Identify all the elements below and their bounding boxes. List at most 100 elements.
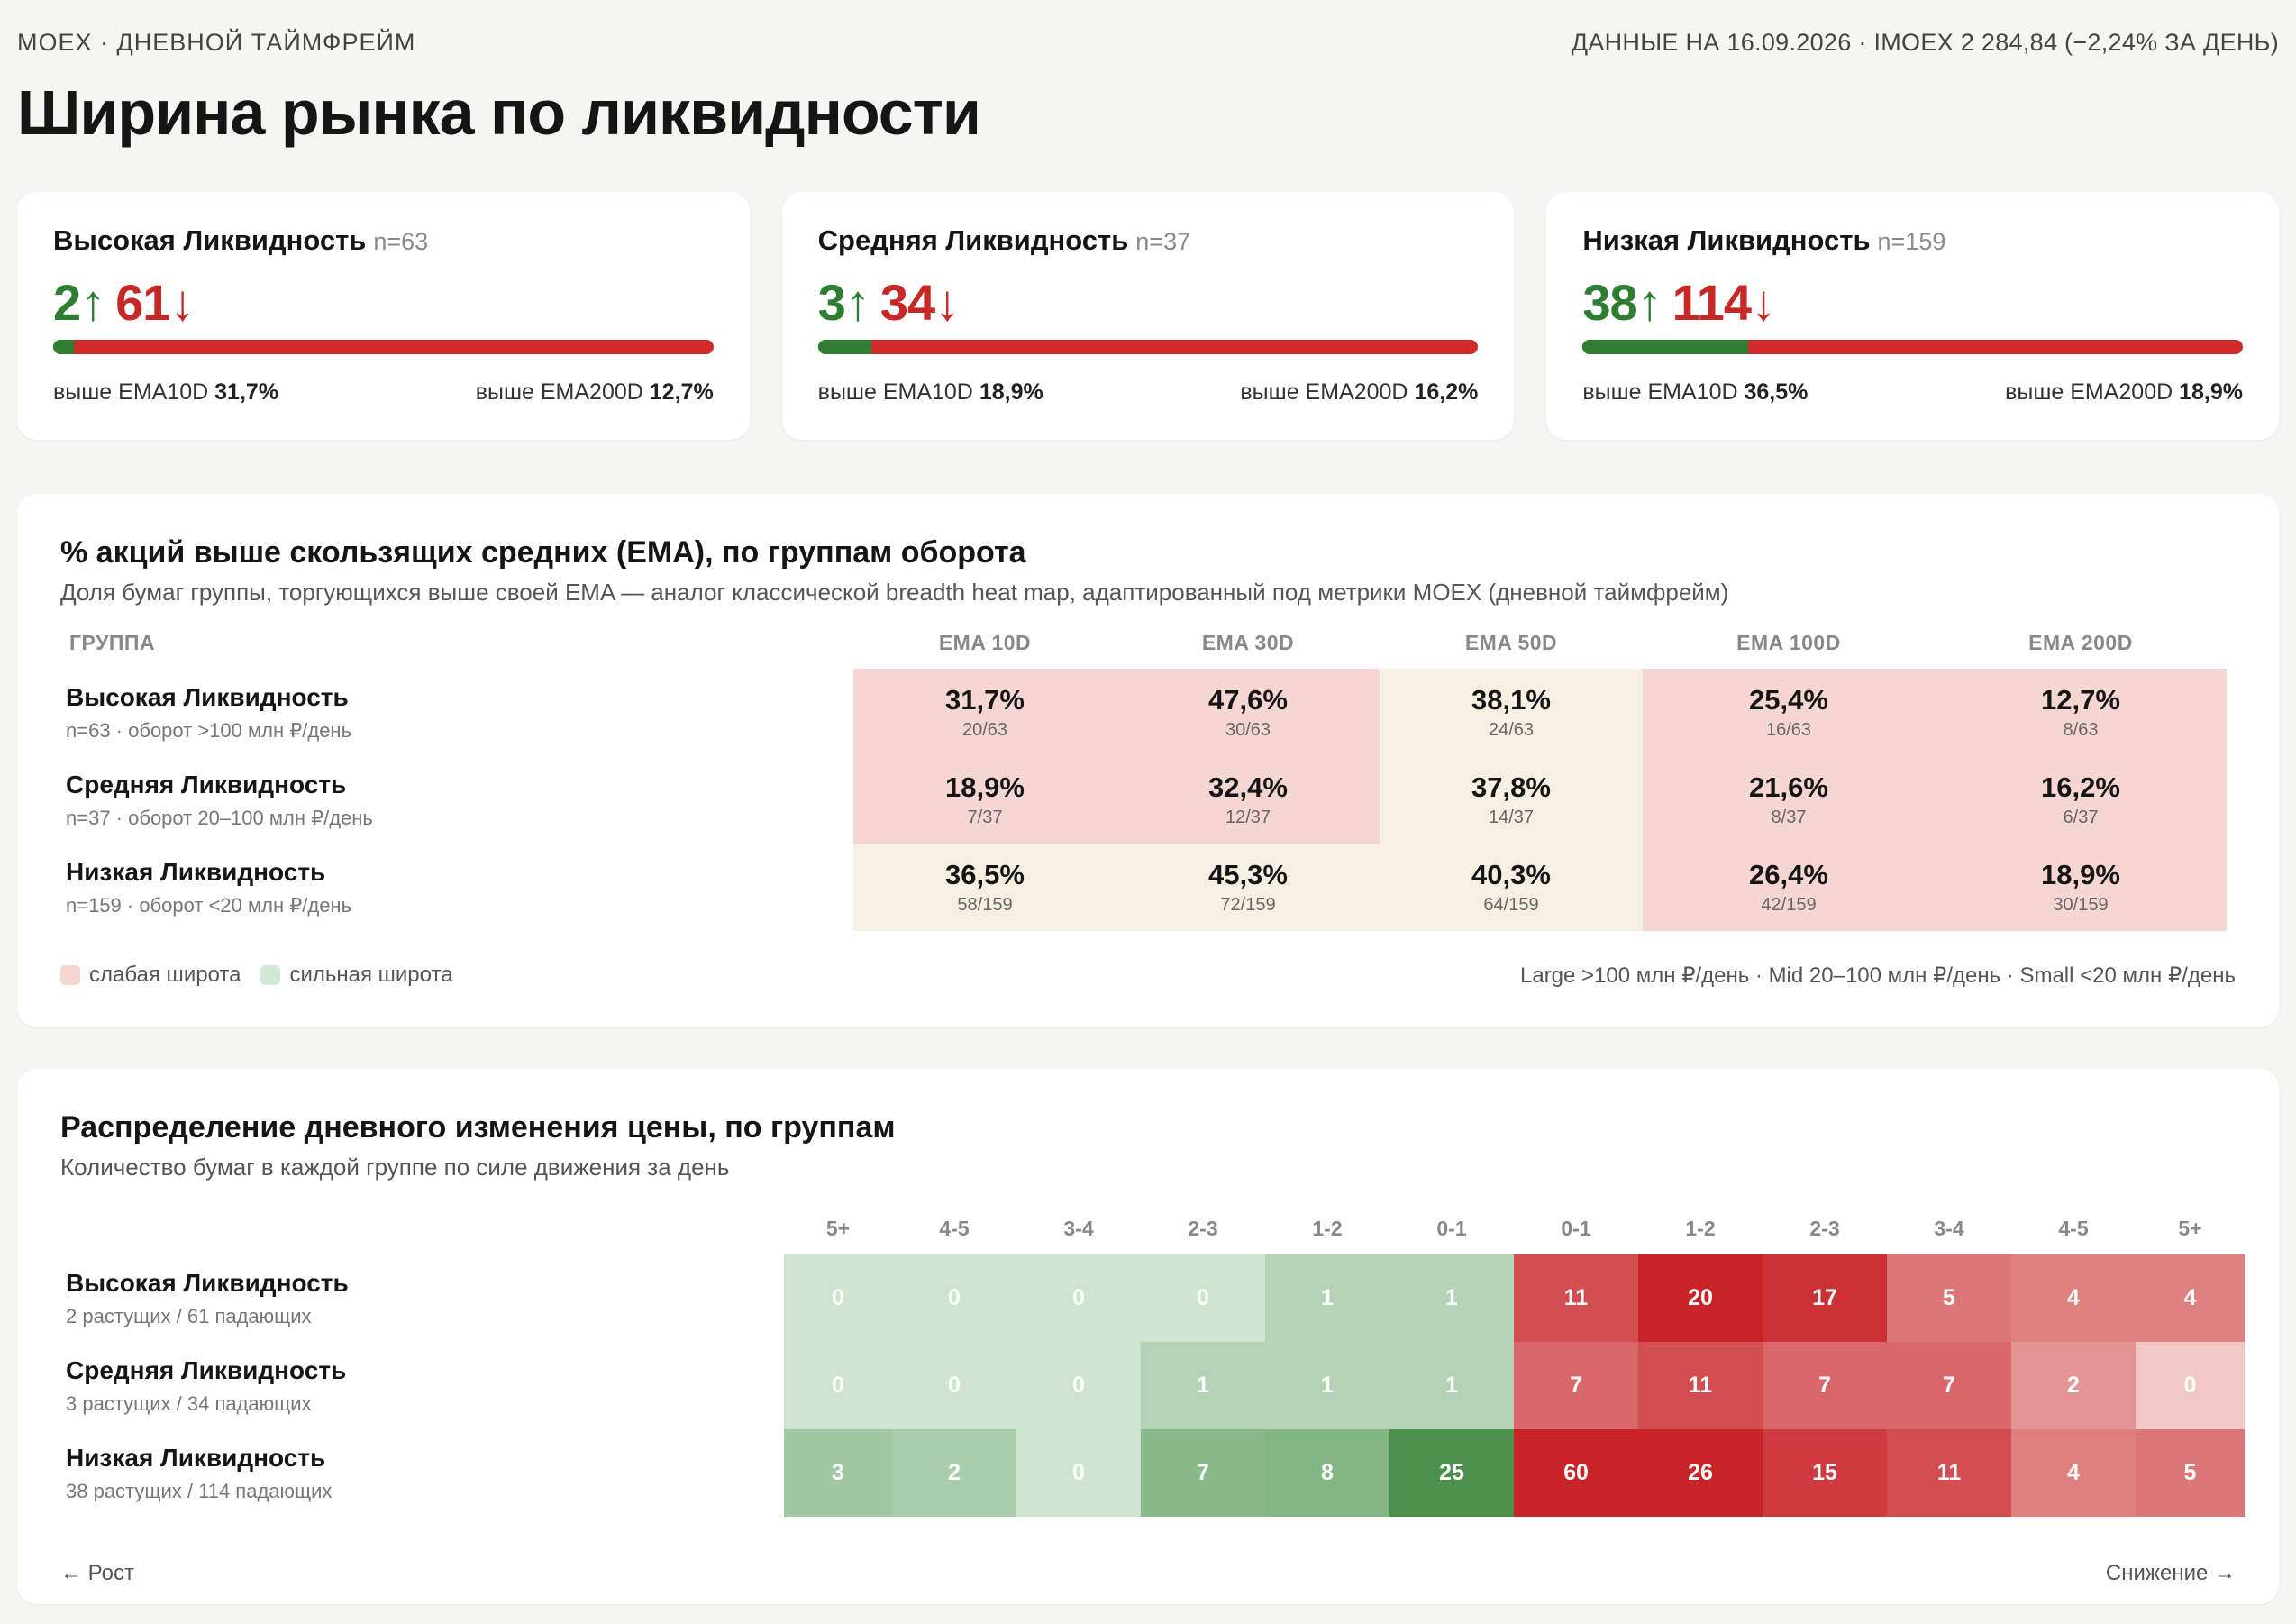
row-group-meta: 2 растущих / 61 падающих	[66, 1305, 312, 1327]
ema-cell-fraction: 8/37	[1771, 807, 1807, 827]
ema-column-header: EMA 100D	[1736, 631, 1841, 654]
ema-legend: слабая широта сильная широта	[60, 963, 473, 988]
row-group-name: Средняя Ликвидность	[66, 771, 347, 798]
group-column-header: ГРУППА	[69, 631, 156, 654]
ema-cell-percent: 47,6%	[1208, 684, 1288, 716]
advance-decline-bar	[1582, 340, 2244, 354]
ema-panel-subtitle: Доля бумаг группы, торгующихся выше свое…	[60, 579, 1729, 606]
distribution-cell: 1	[1265, 1254, 1389, 1342]
legend-weak-swatch	[60, 965, 80, 985]
summary-card-mid: Средняя Ликвидность n=37 3↑ 34↓ выше EMA10…	[781, 192, 1515, 440]
ema-cell-percent: 32,4%	[1208, 771, 1288, 803]
summary-card-high: Высокая Ликвидность n=63 2↑ 61↓ выше EMA10…	[17, 192, 750, 440]
bin-header: 2-3	[1188, 1217, 1218, 1240]
distribution-cell: 25	[1389, 1429, 1514, 1517]
row-label: Низкая Ликвидность 38 растущих / 114 пада…	[66, 1444, 332, 1503]
ema-header-row: ГРУППА EMA 10D EMA 30D EMA 50D EMA 100D EMA …	[60, 631, 2245, 669]
ema10-stat: выше EMA10D 31,7%	[53, 379, 278, 406]
data-date-info: ДАННЫЕ НА 16.09.2026 · IMOEX 2 284,84 (−…	[1571, 29, 2279, 56]
card-title: Высокая Ликвидность n=63	[53, 224, 714, 257]
ema-cell-fraction: 30/159	[2053, 895, 2109, 915]
advance-bar-fill	[53, 340, 75, 354]
card-counts: 38↑ 114↓	[1582, 275, 2243, 331]
ema-cell-fraction: 58/159	[957, 895, 1013, 915]
row-group-name: Низкая Ликвидность	[66, 1444, 326, 1472]
bin-header: 5+	[2178, 1217, 2202, 1240]
bin-header: 5+	[825, 1217, 851, 1240]
ema-cell: 25,4% 16/63	[1643, 669, 1935, 756]
distribution-cell: 0	[1016, 1342, 1141, 1429]
ema-cell: 47,6% 30/63	[1116, 669, 1380, 756]
row-group-name: Высокая Ликвидность	[66, 1269, 349, 1297]
rise-direction-label: ← Рост	[60, 1561, 134, 1585]
row-label: Средняя Ликвидность n=37 · оборот 20–100 …	[66, 771, 373, 830]
distribution-cell: 0	[2136, 1342, 2245, 1429]
turnover-thresholds-note: Large >100 млн ₽/день · Mid 20–100 млн ₽…	[1519, 963, 2236, 988]
ema10-label: выше EMA10D	[53, 379, 209, 405]
card-counts: 2↑ 61↓	[53, 275, 714, 331]
distribution-cell: 7	[1514, 1342, 1638, 1429]
ema-cell: 37,8% 14/37	[1380, 756, 1643, 844]
ema-cell: 16,2% 6/37	[1935, 756, 2227, 844]
distribution-cell: 1	[1389, 1254, 1514, 1342]
advance-bar-fill	[1582, 340, 1748, 354]
legend-weak: слабая широта	[60, 963, 241, 988]
distribution-cell: 1	[1141, 1342, 1265, 1429]
dist-panel-subtitle: Количество бумаг в каждой группе по силе…	[60, 1154, 730, 1181]
ema10-label: выше EMA10D	[1582, 379, 1738, 405]
distribution-row: Средняя Ликвидность 3 растущих / 34 падаю…	[60, 1342, 2245, 1429]
ema-cell-percent: 18,9%	[945, 771, 1025, 803]
ema-cell: 18,9% 30/159	[1935, 844, 2227, 931]
decliners-count: 34↓	[879, 274, 960, 331]
ema10-stat: выше EMA10D 36,5%	[1582, 379, 1808, 406]
ema-column-header: EMA 30D	[1201, 631, 1295, 654]
row-group-meta: n=37 · оборот 20–100 млн ₽/день	[66, 807, 373, 829]
ema-table-row: Высокая Ликвидность n=63 · оборот >100 мл…	[60, 669, 2245, 756]
ema-cell: 36,5% 58/159	[853, 844, 1116, 931]
card-sample-size: n=63	[373, 228, 429, 255]
ema200-stat: выше EMA200D 16,2%	[1240, 379, 1478, 406]
advance-bar-fill	[817, 340, 872, 354]
bin-header: 4-5	[939, 1217, 970, 1240]
card-sample-size: n=159	[1877, 228, 1946, 255]
summary-card-low: Низкая Ликвидность n=159 38↑ 114↓ выше EMA…	[1546, 192, 2280, 440]
ema-cell: 32,4% 12/37	[1116, 756, 1380, 844]
card-group-name: Высокая Ликвидность	[53, 224, 367, 256]
card-ema-stats: выше EMA10D 31,7% выше EMA200D 12,7%	[53, 379, 714, 406]
ema-cell-percent: 36,5%	[945, 859, 1025, 890]
distribution-cell: 0	[784, 1342, 892, 1429]
ema-column-header: EMA 10D	[938, 631, 1032, 654]
legend-weak-label: слабая широта	[89, 963, 241, 987]
distribution-cell: 20	[1638, 1254, 1763, 1342]
ema-cell: 18,9% 7/37	[853, 756, 1116, 844]
distribution-cell: 0	[892, 1342, 1016, 1429]
ema-breadth-panel: % акций выше скользящих средних (EMA), п…	[17, 494, 2279, 1027]
ema200-value: 12,7%	[649, 379, 714, 405]
distribution-cell: 1	[1389, 1342, 1514, 1429]
ema200-value: 16,2%	[1414, 379, 1479, 405]
ema-column-header: EMA 50D	[1464, 631, 1558, 654]
advancers-count: 3↑	[817, 274, 870, 331]
advancers-count: 2↑	[53, 274, 105, 331]
card-sample-size: n=37	[1135, 228, 1191, 255]
card-counts: 3↑ 34↓	[818, 275, 1479, 331]
price-change-distribution-panel: Распределение дневного изменения цены, п…	[17, 1069, 2279, 1604]
ema-cell-percent: 37,8%	[1471, 771, 1551, 803]
bin-header: 0-1	[1436, 1217, 1467, 1240]
ema-cell: 21,6% 8/37	[1643, 756, 1935, 844]
bin-header: 1-2	[1312, 1217, 1343, 1240]
ema-cell-percent: 26,4%	[1749, 859, 1828, 890]
ema-cell-fraction: 64/159	[1483, 895, 1539, 915]
distribution-cell: 5	[1887, 1254, 2011, 1342]
ema-cell: 45,3% 72/159	[1116, 844, 1380, 931]
distribution-cell: 0	[784, 1254, 892, 1342]
bin-header: 3-4	[1063, 1217, 1094, 1240]
distribution-cell: 2	[2011, 1342, 2136, 1429]
ema10-value: 18,9%	[979, 379, 1043, 405]
ema200-stat: выше EMA200D 12,7%	[476, 379, 714, 406]
row-group-meta: 38 растущих / 114 падающих	[66, 1480, 333, 1502]
advance-decline-bar	[53, 340, 714, 354]
decliners-count: 61↓	[115, 274, 195, 331]
distribution-cell: 0	[1141, 1254, 1265, 1342]
legend-strong: сильная широта	[260, 963, 453, 988]
